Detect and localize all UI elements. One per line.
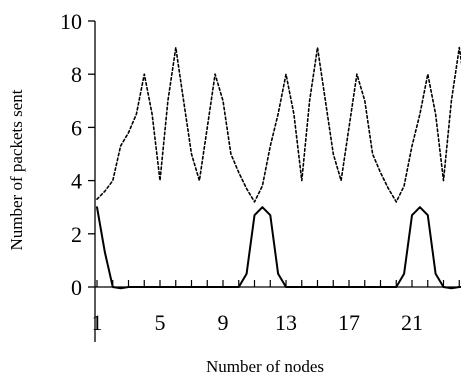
x-axis-title: Number of nodes (206, 357, 324, 376)
x-tick-label: 9 (218, 310, 229, 335)
y-tick-label: 0 (71, 275, 82, 300)
x-tick-label: 17 (338, 310, 360, 335)
plot-area (96, 46, 461, 290)
y-tick-label: 10 (60, 9, 82, 34)
y-tick-label: 6 (71, 115, 82, 140)
series-line-dotted (96, 46, 461, 203)
series-line-solid (96, 206, 461, 290)
y-tick-label: 8 (71, 62, 82, 87)
x-tick-label: 5 (155, 310, 166, 335)
y-axis-title: Number of packets sent (7, 89, 26, 250)
y-tick-label: 2 (71, 222, 82, 247)
axes (88, 20, 461, 342)
y-tick-label: 4 (71, 169, 82, 194)
x-tick-label: 21 (401, 310, 423, 335)
x-tick-label: 13 (275, 310, 297, 335)
tick-labels: 02468101591317212529 (60, 9, 423, 335)
x-tick-label: 1 (92, 310, 103, 335)
